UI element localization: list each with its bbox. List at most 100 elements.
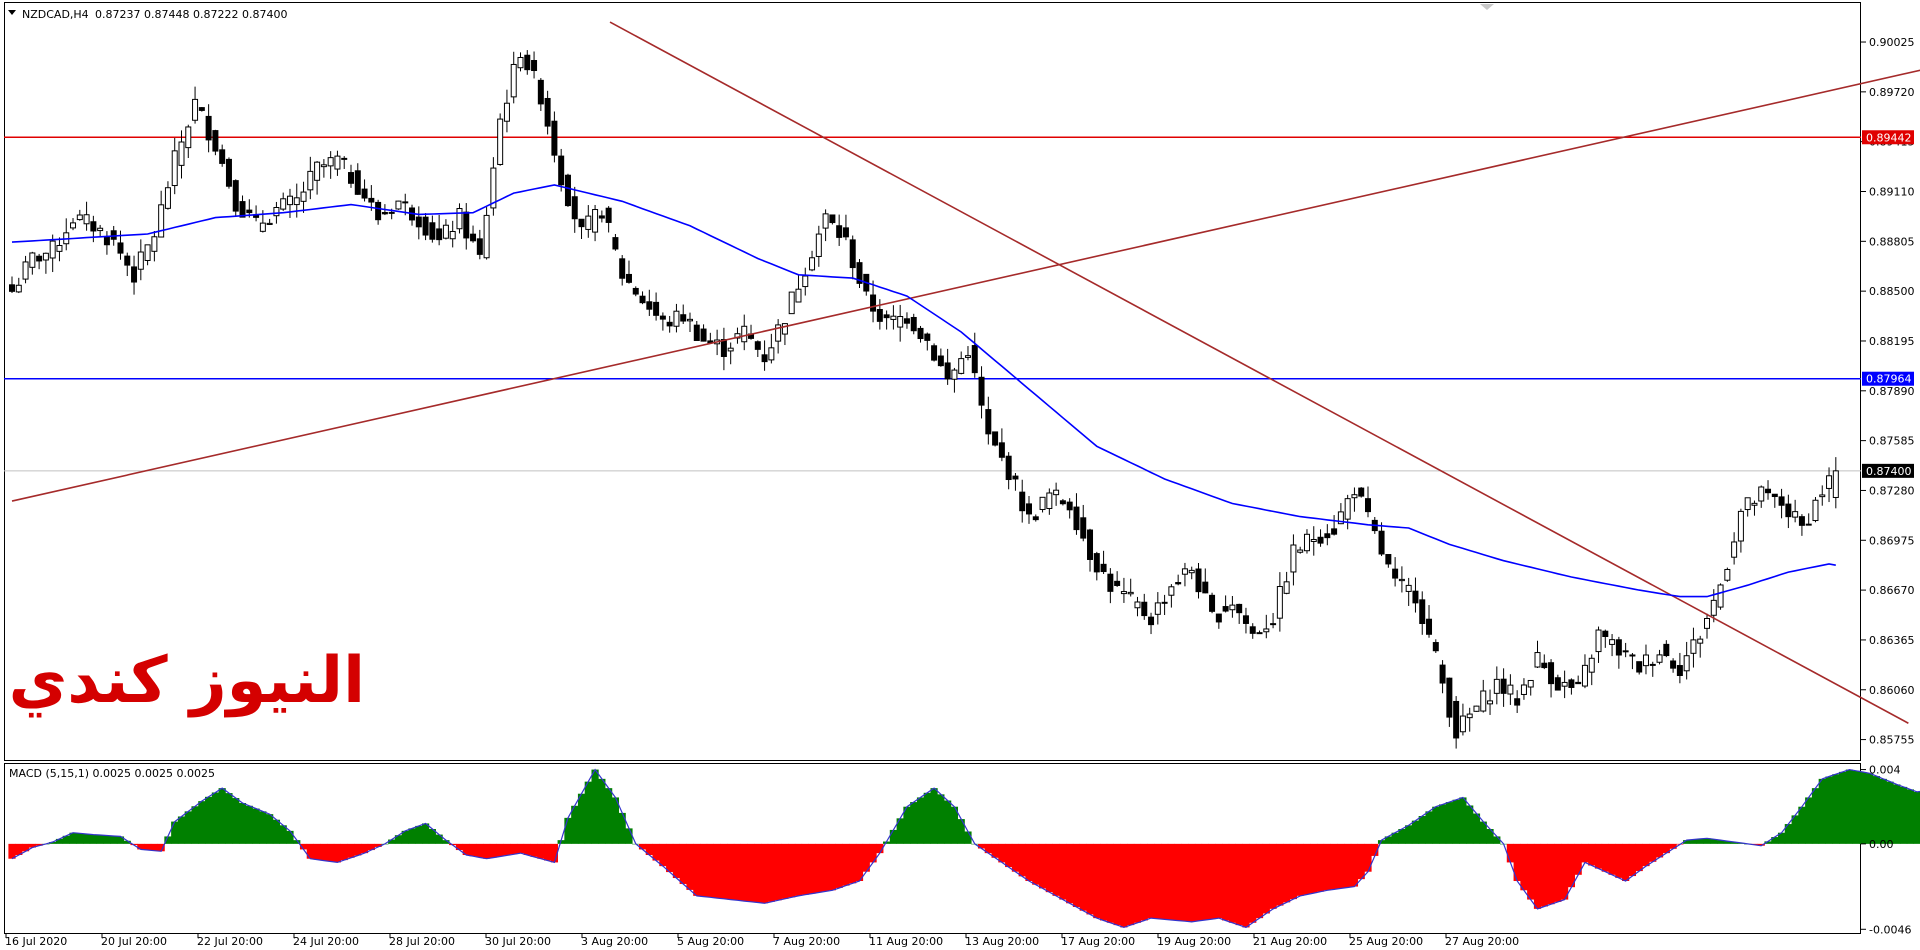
- candle-bullish: [1697, 638, 1704, 644]
- macd-bar-positive: [1425, 811, 1433, 844]
- macd-bar-negative: [699, 843, 708, 897]
- candle-bearish: [1514, 698, 1521, 706]
- candle-bullish: [1310, 538, 1317, 542]
- macd-bar-negative: [1574, 843, 1582, 875]
- candle-bullish: [510, 63, 517, 98]
- macd-bar-positive: [394, 835, 403, 844]
- macd-bar-negative: [1188, 843, 1196, 922]
- macd-bar-positive: [1452, 799, 1460, 844]
- candle-bearish: [1798, 516, 1805, 526]
- candle-bullish: [151, 236, 158, 252]
- macd-bar-negative: [666, 843, 674, 873]
- candle-bullish: [958, 358, 965, 374]
- macd-bar-negative: [828, 843, 836, 891]
- candle-bearish: [9, 284, 15, 292]
- macd-bar-positive: [435, 834, 443, 844]
- macd-bar-positive: [564, 817, 572, 844]
- candle-bearish: [903, 318, 910, 324]
- candle-bearish: [198, 107, 205, 111]
- candle-bearish: [463, 211, 470, 239]
- macd-bar-negative: [530, 843, 538, 857]
- candle-bearish: [1242, 615, 1249, 624]
- trendline[interactable]: [609, 21, 1909, 724]
- macd-bar-negative: [862, 843, 870, 872]
- macd-bar-positive: [625, 828, 633, 844]
- candle-bearish: [659, 315, 666, 320]
- candle-bullish: [1629, 654, 1636, 657]
- candle-bullish: [314, 161, 321, 181]
- macd-bar-positive: [577, 793, 586, 844]
- trendline[interactable]: [11, 52, 1920, 502]
- macd-bar-negative: [991, 843, 999, 858]
- candle-bearish: [1032, 516, 1039, 521]
- macd-bar-negative: [313, 843, 321, 860]
- macd-bar-positive: [62, 835, 70, 844]
- macd-bar-negative: [659, 843, 667, 867]
- macd-bar-negative: [984, 843, 992, 854]
- watermark-text: النيوز كندي: [9, 644, 365, 718]
- macd-bar-negative: [1533, 843, 1542, 909]
- candle-bullish: [164, 187, 171, 209]
- macd-bar-negative: [1222, 843, 1230, 921]
- candle-bearish: [1568, 679, 1575, 688]
- candle-bullish: [293, 197, 300, 206]
- candle-bullish: [1351, 494, 1358, 499]
- macd-bar-positive: [1703, 838, 1711, 844]
- macd-bar-negative: [1567, 843, 1575, 888]
- level-badges: 0.89442 0.87964 0.87400: [1862, 130, 1914, 478]
- macd-bar-positive: [110, 835, 118, 844]
- time-tick-label: 20 Jul 20:00: [101, 935, 167, 948]
- candle-bullish: [490, 167, 497, 209]
- candle-bullish: [1561, 681, 1568, 687]
- candle-bearish: [341, 157, 348, 160]
- macd-bar-positive: [605, 788, 613, 844]
- menu-triangle-icon[interactable]: [8, 10, 16, 15]
- macd-bar-negative: [1032, 843, 1040, 885]
- candle-bullish: [483, 214, 490, 259]
- candle-bullish: [1127, 591, 1134, 595]
- macd-bar-negative: [340, 843, 348, 861]
- macd-bar-positive: [238, 803, 247, 844]
- time-tick-label: 21 Aug 20:00: [1253, 935, 1327, 948]
- macd-bar-positive: [1683, 840, 1691, 844]
- candle-bullish: [49, 240, 56, 259]
- candlesticks: [9, 50, 1839, 749]
- candle-bearish: [1446, 677, 1453, 718]
- candle-bullish: [1459, 715, 1466, 733]
- candle-bearish: [1059, 500, 1066, 505]
- candle-bullish: [1046, 492, 1053, 509]
- macd-bar-negative: [1364, 843, 1372, 872]
- candle-bearish: [1412, 590, 1419, 604]
- macd-bar-positive: [618, 812, 626, 844]
- candle-bullish: [497, 118, 504, 165]
- macd-bar-negative: [1601, 843, 1609, 872]
- candle-bearish: [354, 170, 361, 195]
- macd-bar-positive: [232, 798, 240, 844]
- macd-bar-negative: [1635, 843, 1643, 872]
- macd-bar-negative: [1357, 843, 1365, 880]
- macd-bar-negative: [1025, 843, 1033, 881]
- macd-bar-positive: [1845, 769, 1853, 844]
- candle-bullish: [795, 288, 802, 303]
- candle-bullish: [741, 325, 748, 343]
- candle-bearish: [1615, 639, 1622, 656]
- candle-bearish: [1236, 603, 1243, 614]
- macd-bar-positive: [272, 819, 281, 844]
- macd-bar-negative: [367, 843, 375, 851]
- macd-bar-positive: [1784, 824, 1792, 844]
- candle-bearish: [348, 172, 354, 184]
- candle-bearish: [1141, 601, 1148, 617]
- candle-bullish: [1724, 568, 1731, 581]
- macd-bar-negative: [537, 843, 545, 859]
- macd-bar-negative: [1649, 843, 1657, 862]
- macd-bar-negative: [1079, 843, 1087, 911]
- macd-bar-negative: [1052, 843, 1060, 896]
- candle-bearish: [883, 314, 890, 319]
- scroll-marker-icon[interactable]: [1480, 4, 1494, 10]
- macd-bar-negative: [8, 843, 16, 859]
- candle-bearish: [1541, 662, 1548, 669]
- candle-bullish: [815, 233, 822, 257]
- candle-bearish: [36, 255, 43, 262]
- macd-bar-negative: [767, 843, 775, 902]
- macd-bar-negative: [754, 843, 762, 903]
